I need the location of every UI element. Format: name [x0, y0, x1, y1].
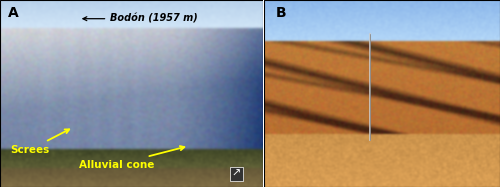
- Text: B: B: [276, 6, 286, 20]
- Text: ↗: ↗: [232, 169, 241, 179]
- Text: Alluvial cone: Alluvial cone: [79, 146, 184, 170]
- Text: Screes: Screes: [10, 129, 69, 155]
- Text: A: A: [8, 6, 18, 20]
- Text: Bodón (1957 m): Bodón (1957 m): [83, 14, 198, 24]
